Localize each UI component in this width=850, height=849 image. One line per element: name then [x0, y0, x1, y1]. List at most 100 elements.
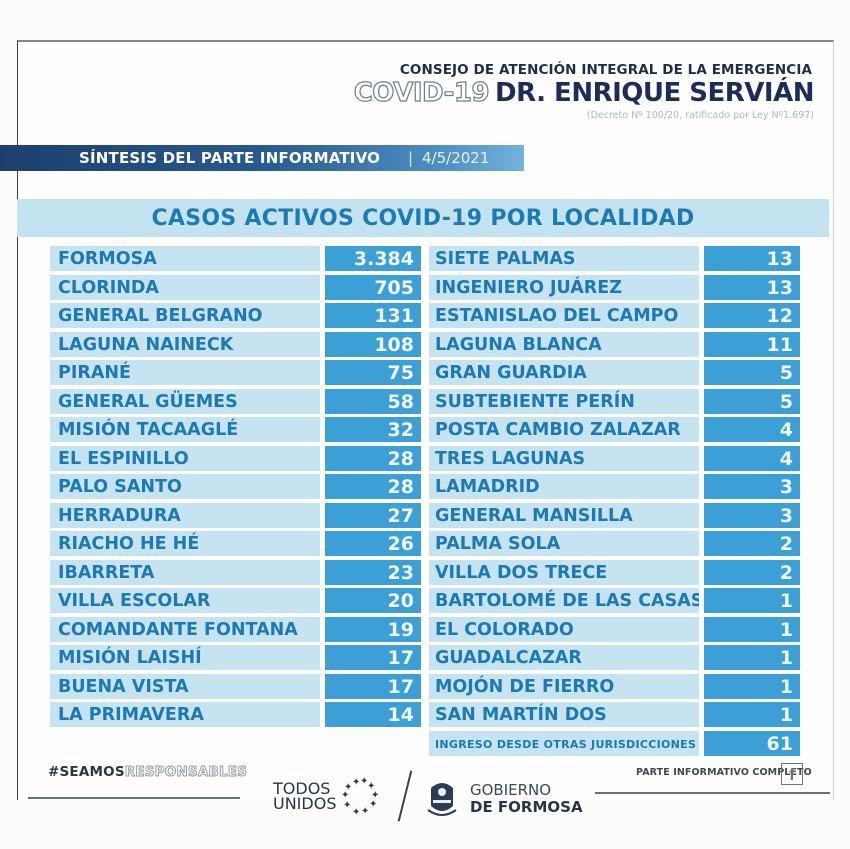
case-count: 1 — [704, 673, 800, 699]
case-count: 131 — [325, 303, 421, 328]
locality-name: EL ESPINILLO — [50, 445, 320, 471]
locality-name: EL COLORADO — [429, 616, 699, 642]
covid-outline-label: COVID-19 — [353, 77, 490, 108]
locality-name: COMANDANTE FONTANA — [50, 616, 320, 642]
locality-name: VILLA DOS TRECE — [429, 559, 699, 585]
case-count: 5 — [704, 388, 800, 414]
case-count: 3 — [704, 474, 800, 499]
formosa-shield-icon — [427, 783, 457, 816]
todos-unidos-logo: TODOS UNIDOS — [273, 779, 337, 813]
case-count: 705 — [325, 274, 421, 300]
locality-name: GENERAL BELGRANO — [50, 303, 320, 328]
case-count: 2 — [704, 559, 800, 585]
case-count: 1 — [704, 702, 800, 727]
locality-name: TRES LAGUNAS — [429, 445, 699, 471]
case-count: 14 — [325, 702, 421, 727]
svg-text:✦: ✦ — [344, 782, 352, 793]
decree-note: (Decreto Nº 100/20, ratificado por Ley N… — [586, 110, 814, 121]
case-count: 75 — [325, 360, 421, 385]
locality-name: VILLA ESCOLAR — [50, 588, 320, 613]
svg-text:✦: ✦ — [361, 806, 369, 817]
facebook-icon[interactable]: f — [781, 763, 803, 785]
case-count: 17 — [325, 673, 421, 699]
case-count: 11 — [704, 331, 800, 357]
divider-right — [595, 792, 830, 794]
locality-name: GUADALCAZAR — [429, 645, 699, 670]
locality-name: SIETE PALMAS — [429, 246, 699, 271]
locality-name: LA PRIMAVERA — [50, 702, 320, 727]
svg-text:✦: ✦ — [367, 781, 375, 792]
banner-label: SÍNTESIS DEL PARTE INFORMATIVO — [79, 149, 381, 167]
case-count: 28 — [325, 445, 421, 471]
locality-name: ESTANISLAO DEL CAMPO — [429, 303, 699, 328]
full-report-label: PARTE INFORMATIVO COMPLETO — [636, 767, 812, 778]
council-heading: CONSEJO DE ATENCIÓN INTEGRAL DE LA EMERG… — [399, 62, 812, 78]
locality-name: IBARRETA — [50, 559, 320, 585]
case-count: 19 — [325, 616, 421, 642]
todos-text: TODOS — [273, 779, 331, 798]
committee-title: COVID-19 DR. ENRIQUE SERVIÁN — [353, 77, 814, 108]
locality-name: CLORINDA — [50, 274, 320, 300]
svg-text:✦: ✦ — [360, 776, 368, 787]
locality-name: PIRANÉ — [50, 360, 320, 385]
gobierno-formosa-logo: GOBIERNO DE FORMOSA — [470, 782, 583, 816]
gobierno-text: GOBIERNO — [470, 781, 552, 799]
case-count: 1 — [704, 588, 800, 613]
locality-name: MISIÓN LAISHÍ — [50, 645, 320, 670]
svg-text:✦: ✦ — [369, 799, 377, 810]
locality-name: SAN MARTÍN DOS — [429, 702, 699, 727]
locality-name: RIACHO HE HÉ — [50, 531, 320, 556]
locality-name: GRAN GUARDIA — [429, 360, 699, 385]
unidos-text: UNIDOS — [273, 794, 337, 813]
locality-name: BUENA VISTA — [50, 673, 320, 699]
case-count: 20 — [325, 588, 421, 613]
locality-name: PALO SANTO — [50, 474, 320, 499]
divider-left — [28, 797, 240, 799]
locality-name: HERRADURA — [50, 502, 320, 528]
de-formosa-text: DE FORMOSA — [470, 798, 583, 816]
svg-text:✦: ✦ — [352, 777, 360, 788]
hashtag-bold: #SEAMOS — [48, 764, 125, 780]
locality-name: FORMOSA — [50, 246, 320, 271]
svg-text:✦: ✦ — [352, 807, 360, 818]
case-count: 108 — [325, 331, 421, 357]
locality-name: PALMA SOLA — [429, 531, 699, 556]
locality-name: GENERAL GÜEMES — [50, 388, 320, 414]
svg-text:✦: ✦ — [341, 790, 349, 801]
case-count: 26 — [325, 531, 421, 556]
case-count: 13 — [704, 246, 800, 271]
hashtag: #SEAMOSRESPONSABLES — [48, 764, 248, 781]
summary-banner: SÍNTESIS DEL PARTE INFORMATIVO | 4/5/202… — [0, 145, 524, 171]
locality-name: LAGUNA NAINECK — [50, 331, 320, 357]
locality-name: LAMADRID — [429, 474, 699, 499]
case-count: 3.384 — [325, 246, 421, 271]
locality-name: INGENIERO JUÁREZ — [429, 274, 699, 300]
case-count: 3 — [704, 502, 800, 528]
table-title: CASOS ACTIVOS COVID-19 POR LOCALIDAD — [17, 199, 829, 237]
case-count: 28 — [325, 474, 421, 499]
locality-name: LAGUNA BLANCA — [429, 331, 699, 357]
case-count: 23 — [325, 559, 421, 585]
case-count: 4 — [704, 445, 800, 471]
case-count: 17 — [325, 645, 421, 670]
banner-separator: | — [408, 149, 414, 167]
case-count: 32 — [325, 417, 421, 442]
case-count: 4 — [704, 417, 800, 442]
svg-text:✦: ✦ — [371, 790, 379, 801]
case-count: 1 — [704, 616, 800, 642]
locality-name: BARTOLOMÉ DE LAS CASAS — [429, 588, 699, 613]
case-count: 12 — [704, 303, 800, 328]
hashtag-outline: RESPONSABLES — [124, 764, 248, 781]
locality-name: INGRESO DESDE OTRAS JURISDICCIONES — [429, 730, 699, 756]
locality-name: MOJÓN DE FIERRO — [429, 673, 699, 699]
locality-name: SUBTEBIENTE PERÍN — [429, 388, 699, 414]
case-count: 13 — [704, 274, 800, 300]
case-count: 1 — [704, 645, 800, 670]
case-count: 27 — [325, 502, 421, 528]
report-date: 4/5/2021 — [422, 149, 490, 167]
locality-name: GENERAL MANSILLA — [429, 502, 699, 528]
svg-text:✦: ✦ — [343, 800, 351, 811]
case-count: 58 — [325, 388, 421, 414]
doctor-name: DR. ENRIQUE SERVIÁN — [495, 78, 814, 108]
case-count: 61 — [704, 730, 800, 756]
